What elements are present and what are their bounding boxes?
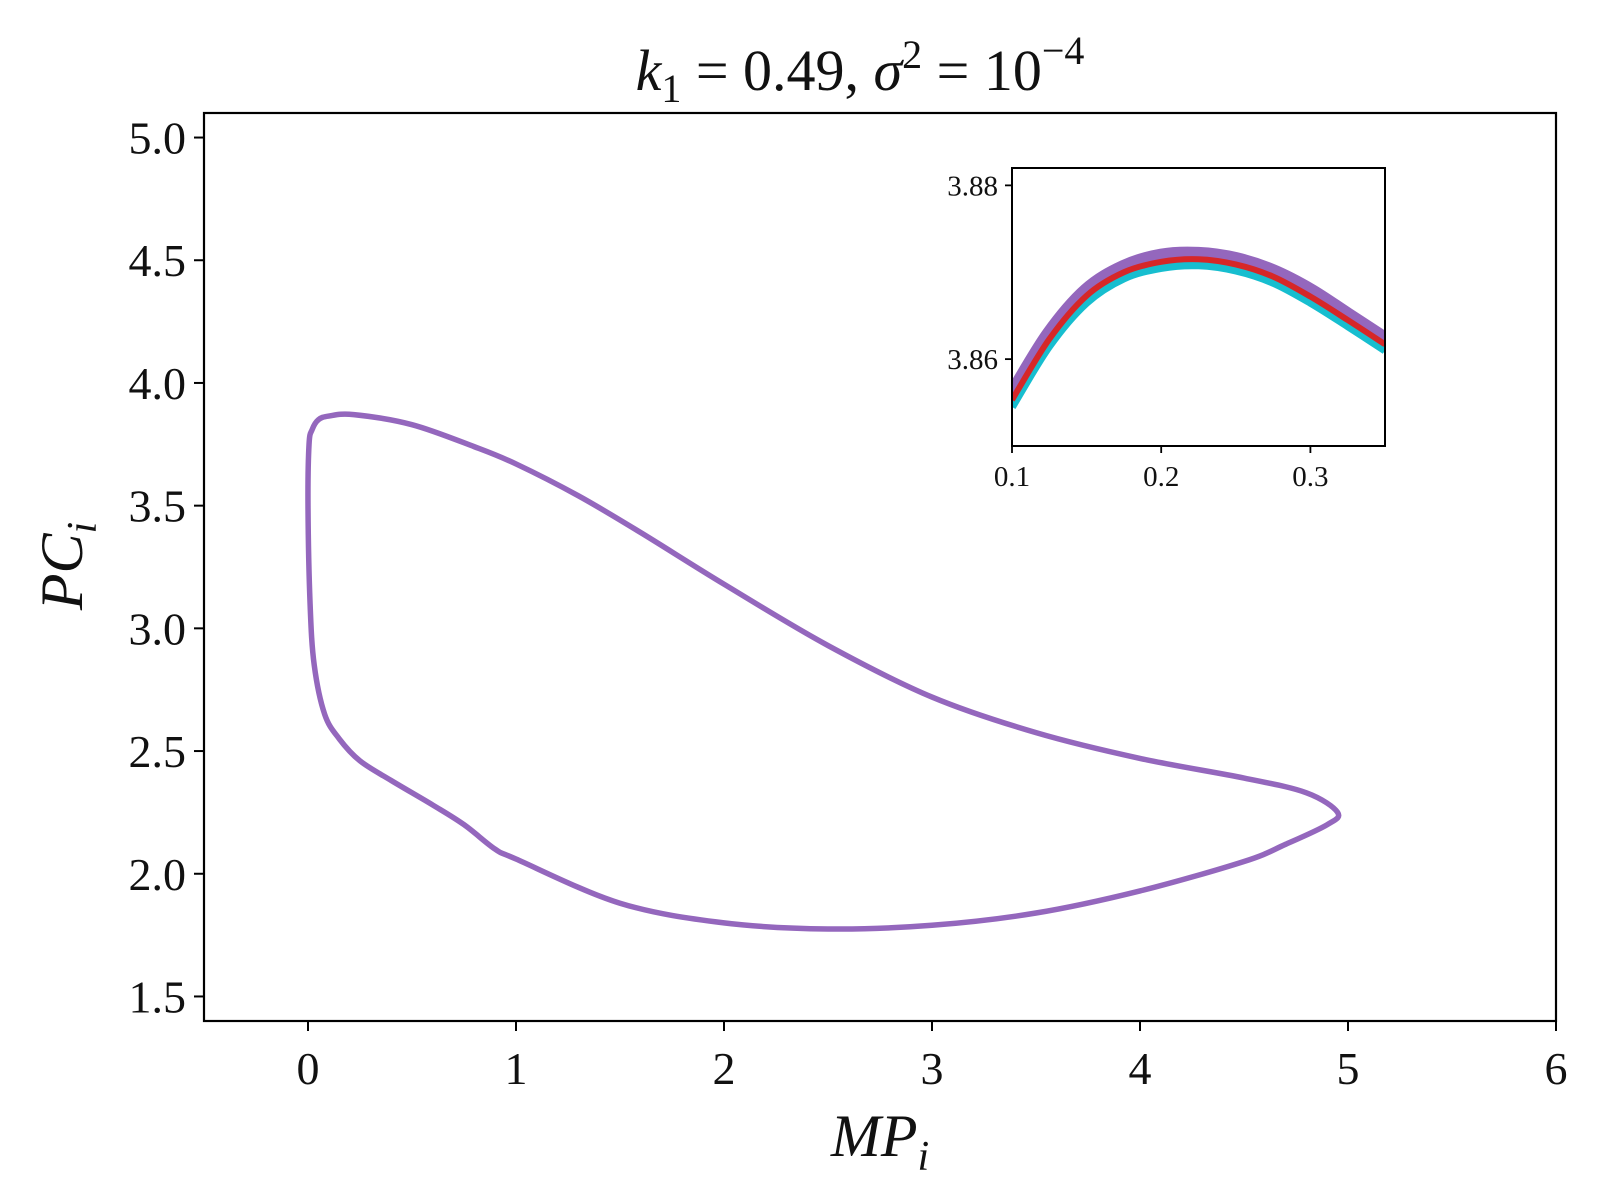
x-axis-label-main: MP (830, 1103, 918, 1169)
inset-x-ticks: 0.1 0.2 0.3 (994, 446, 1329, 493)
inset-x-tick-label: 0.1 (994, 461, 1030, 493)
main-x-ticks: 0 1 2 3 4 5 6 (297, 1021, 1568, 1094)
x-tick-label: 1 (505, 1043, 528, 1094)
y-tick-label: 5.0 (129, 113, 187, 164)
x-tick-label: 3 (921, 1043, 944, 1094)
main-series-layer (305, 411, 1342, 932)
inset-x-tick-label: 0.2 (1143, 461, 1179, 493)
title-sigma-superscript: 2 (902, 32, 922, 77)
x-tick-label: 0 (297, 1043, 320, 1094)
y-tick-label: 4.0 (129, 358, 187, 409)
x-tick-label: 5 (1337, 1043, 1360, 1094)
main-y-ticks: 1.5 2.0 2.5 3.0 3.5 4.0 4.5 5.0 (129, 113, 204, 1022)
x-tick-label: 2 (713, 1043, 736, 1094)
limit-cycle-line (305, 411, 1342, 932)
title-k: k (636, 38, 663, 103)
x-tick-label: 6 (1545, 1043, 1568, 1094)
title-eq2: = 10 (922, 38, 1042, 103)
title-exponent: −4 (1042, 28, 1085, 73)
y-tick-label: 3.0 (129, 603, 187, 654)
y-tick-label: 3.5 (129, 481, 187, 532)
y-axis-label-main: PC (29, 533, 95, 612)
y-axis-label: PCi (29, 522, 106, 611)
title-k-subscript: 1 (661, 66, 681, 111)
y-tick-label: 1.5 (129, 971, 187, 1022)
chart-title: k1 = 0.49, σ2 = 10−4 (636, 28, 1085, 111)
inset-y-ticks: 3.86 3.88 (947, 170, 1012, 376)
x-tick-label: 4 (1129, 1043, 1152, 1094)
inset-y-tick-label: 3.86 (947, 344, 998, 376)
x-axis-label: MPi (830, 1103, 929, 1180)
title-eq1: = 0.49, (681, 38, 873, 103)
inset-series-line (1012, 261, 1385, 410)
y-tick-label: 4.5 (129, 235, 187, 286)
title-sigma: σ (874, 38, 905, 103)
x-axis-label-sub: i (917, 1134, 929, 1180)
inset-y-tick-label: 3.88 (947, 170, 998, 202)
inset-series-line (1012, 256, 1385, 402)
inset-x-tick-label: 0.3 (1292, 461, 1328, 493)
main-axes-frame (202, 111, 1558, 1023)
y-tick-label: 2.5 (129, 726, 187, 777)
y-axis-label-sub: i (60, 522, 106, 534)
inset-series-layer (1012, 246, 1385, 410)
inset-axes-frame (1011, 167, 1386, 447)
y-tick-label: 2.0 (129, 849, 187, 900)
